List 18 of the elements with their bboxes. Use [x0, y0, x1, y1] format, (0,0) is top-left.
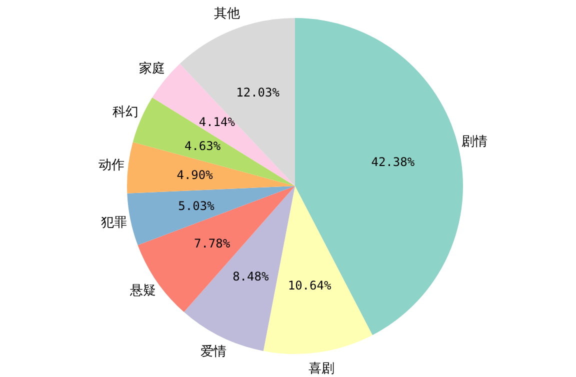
data-label: 4.63% — [184, 138, 222, 153]
slice-label: 犯罪 — [100, 216, 127, 231]
data-label: 10.64% — [288, 278, 332, 293]
slice-label: 家庭 — [138, 60, 165, 77]
slice-label: 悬疑 — [128, 283, 156, 298]
slice-label: 动作 — [98, 158, 124, 174]
data-label: 4.14% — [198, 115, 236, 130]
slice-label: 其他 — [214, 6, 240, 22]
slice-label: 喜剧 — [308, 361, 335, 376]
slice-label: 剧情 — [462, 134, 488, 150]
data-label: 4.90% — [176, 168, 214, 182]
data-label: 7.78% — [194, 236, 231, 250]
data-label: 42.38% — [371, 155, 416, 170]
data-label: 8.48% — [232, 270, 270, 284]
data-label: 12.03% — [236, 85, 280, 100]
slice-label: 科幻 — [112, 104, 138, 120]
data-label: 5.03% — [178, 199, 216, 214]
slice-label: 爱情 — [200, 344, 227, 360]
